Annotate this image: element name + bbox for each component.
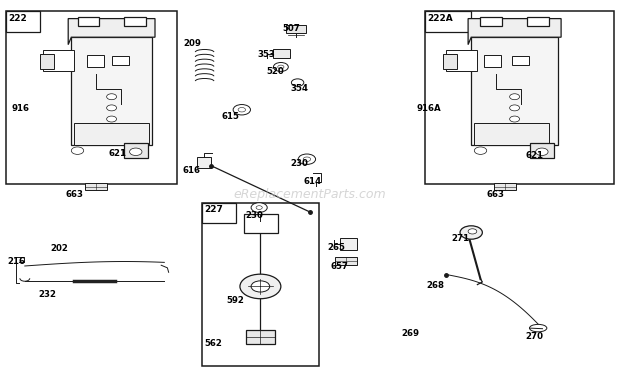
Polygon shape <box>71 37 152 145</box>
Circle shape <box>510 94 520 100</box>
Circle shape <box>240 274 281 299</box>
Text: 354: 354 <box>290 84 308 93</box>
Circle shape <box>468 229 477 234</box>
Text: 222: 222 <box>9 14 27 23</box>
Circle shape <box>536 148 548 155</box>
Text: 230: 230 <box>290 159 308 168</box>
Circle shape <box>107 94 117 100</box>
Text: 202: 202 <box>51 244 69 253</box>
Circle shape <box>251 203 267 212</box>
Circle shape <box>303 157 311 161</box>
Bar <box>87 55 104 67</box>
Bar <box>202 203 319 366</box>
Bar <box>74 123 149 145</box>
Bar <box>286 25 306 33</box>
Text: 268: 268 <box>427 281 445 290</box>
Text: 592: 592 <box>226 296 244 305</box>
Text: 216: 216 <box>7 257 25 266</box>
Text: 271: 271 <box>451 234 469 243</box>
Text: 663: 663 <box>65 190 83 199</box>
Text: 562: 562 <box>205 339 223 347</box>
Bar <box>494 183 516 190</box>
Bar <box>527 17 549 26</box>
Bar <box>124 143 148 158</box>
Bar <box>112 56 129 65</box>
Circle shape <box>233 105 250 115</box>
Bar <box>480 17 502 26</box>
Text: 615: 615 <box>222 112 240 121</box>
Circle shape <box>291 79 304 86</box>
Text: 657: 657 <box>330 262 348 271</box>
Text: 230: 230 <box>245 211 263 220</box>
Ellipse shape <box>529 324 547 332</box>
Circle shape <box>510 116 520 122</box>
Text: 222A: 222A <box>427 14 453 23</box>
Text: 232: 232 <box>38 290 56 299</box>
Bar <box>6 11 177 184</box>
Circle shape <box>298 154 316 164</box>
Circle shape <box>251 281 270 292</box>
Bar <box>340 238 357 250</box>
Circle shape <box>130 148 142 155</box>
Text: 621: 621 <box>108 149 126 158</box>
Bar <box>85 183 107 190</box>
Bar <box>446 50 477 71</box>
Bar <box>425 11 614 184</box>
Bar <box>484 55 501 67</box>
Text: 265: 265 <box>327 243 345 251</box>
Circle shape <box>278 65 284 69</box>
Text: 270: 270 <box>526 332 544 341</box>
Text: 269: 269 <box>402 329 420 338</box>
Circle shape <box>107 105 117 111</box>
Circle shape <box>238 108 246 112</box>
Text: 227: 227 <box>204 205 223 214</box>
Bar <box>474 123 549 145</box>
Polygon shape <box>471 37 558 145</box>
Text: eReplacementParts.com: eReplacementParts.com <box>234 188 386 201</box>
Bar <box>197 157 211 168</box>
Bar <box>202 203 236 223</box>
Bar <box>512 56 529 65</box>
Bar <box>40 54 54 69</box>
Bar <box>43 50 74 71</box>
Bar <box>273 49 290 58</box>
Text: 616: 616 <box>183 166 201 174</box>
Circle shape <box>256 206 262 209</box>
Polygon shape <box>68 19 155 45</box>
Bar <box>78 17 99 26</box>
Circle shape <box>460 226 482 239</box>
Text: 507: 507 <box>282 24 300 33</box>
Text: 916: 916 <box>11 104 29 113</box>
Bar <box>443 54 457 69</box>
Text: 663: 663 <box>487 190 505 199</box>
Bar <box>246 330 275 344</box>
Polygon shape <box>468 19 561 45</box>
Bar <box>124 17 146 26</box>
Circle shape <box>273 62 288 71</box>
Circle shape <box>474 147 487 154</box>
Text: 353: 353 <box>257 50 275 59</box>
Circle shape <box>71 147 84 154</box>
Bar <box>244 214 278 232</box>
Circle shape <box>510 105 520 111</box>
Text: 209: 209 <box>183 39 201 48</box>
Bar <box>6 11 40 32</box>
Bar <box>530 143 554 158</box>
Text: 916A: 916A <box>417 104 441 113</box>
Text: 614: 614 <box>304 177 322 186</box>
Text: 520: 520 <box>267 67 285 76</box>
Bar <box>425 11 471 32</box>
Circle shape <box>107 116 117 122</box>
Bar <box>335 257 357 265</box>
Text: 621: 621 <box>526 151 544 160</box>
